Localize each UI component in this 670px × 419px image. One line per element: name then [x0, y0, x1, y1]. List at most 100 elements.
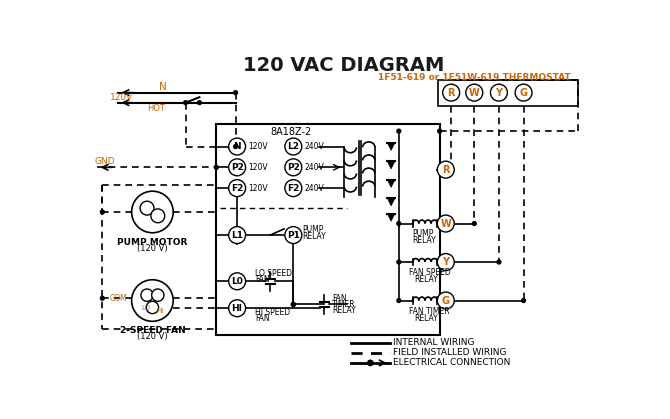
- Text: HI SPEED: HI SPEED: [255, 308, 290, 317]
- Text: G: G: [519, 88, 527, 98]
- Circle shape: [131, 191, 174, 233]
- Text: 2-SPEED FAN: 2-SPEED FAN: [119, 326, 186, 335]
- Text: L2: L2: [287, 142, 299, 151]
- Text: 8A18Z-2: 8A18Z-2: [270, 127, 312, 137]
- Polygon shape: [387, 143, 395, 150]
- Text: PUMP: PUMP: [413, 229, 434, 238]
- Circle shape: [497, 260, 501, 264]
- Text: TIMER: TIMER: [332, 300, 356, 309]
- Text: P2: P2: [287, 163, 299, 172]
- Circle shape: [397, 129, 401, 133]
- Text: RELAY: RELAY: [414, 314, 438, 323]
- Text: 240V: 240V: [304, 184, 324, 193]
- Circle shape: [397, 260, 401, 264]
- Text: FAN: FAN: [255, 275, 269, 284]
- Circle shape: [234, 91, 237, 95]
- Text: COM: COM: [110, 295, 128, 303]
- Text: F2: F2: [287, 184, 299, 193]
- Circle shape: [100, 210, 105, 214]
- Text: N: N: [233, 142, 241, 151]
- Text: GND: GND: [94, 157, 115, 166]
- Bar: [216, 124, 440, 335]
- Circle shape: [140, 201, 154, 215]
- Text: R: R: [442, 165, 450, 175]
- Circle shape: [228, 227, 246, 243]
- Text: 120V: 120V: [248, 142, 267, 151]
- Circle shape: [285, 159, 302, 176]
- Text: 1F51-619 or 1F51W-619 THERMOSTAT: 1F51-619 or 1F51W-619 THERMOSTAT: [378, 73, 571, 83]
- Text: RELAY: RELAY: [414, 275, 438, 284]
- Text: HI: HI: [232, 304, 243, 313]
- Text: L1: L1: [231, 230, 243, 240]
- Bar: [438, 80, 578, 106]
- Circle shape: [131, 280, 174, 321]
- Circle shape: [198, 101, 201, 105]
- Text: ELECTRICAL CONNECTION: ELECTRICAL CONNECTION: [393, 358, 511, 367]
- Circle shape: [291, 303, 295, 306]
- Text: RELAY: RELAY: [413, 236, 436, 245]
- Circle shape: [515, 84, 532, 101]
- Circle shape: [397, 222, 401, 225]
- Polygon shape: [387, 198, 395, 206]
- Text: L0: L0: [231, 277, 243, 286]
- Circle shape: [100, 296, 105, 300]
- Text: P2: P2: [230, 163, 244, 172]
- Text: HI: HI: [157, 308, 163, 314]
- Text: FAN: FAN: [255, 314, 269, 323]
- Circle shape: [214, 166, 218, 169]
- Text: 120V: 120V: [110, 93, 133, 102]
- Text: (120 V): (120 V): [137, 244, 168, 253]
- Circle shape: [472, 222, 476, 225]
- Circle shape: [146, 301, 159, 313]
- Text: FAN: FAN: [332, 294, 346, 303]
- Text: Y: Y: [442, 257, 450, 267]
- Circle shape: [397, 299, 401, 303]
- Circle shape: [438, 161, 454, 178]
- Circle shape: [141, 289, 153, 301]
- Circle shape: [228, 159, 246, 176]
- Circle shape: [228, 300, 246, 317]
- Text: W: W: [440, 219, 451, 228]
- Text: Y: Y: [495, 88, 502, 98]
- Circle shape: [234, 145, 237, 148]
- Text: 120V: 120V: [248, 163, 267, 172]
- Circle shape: [438, 292, 454, 309]
- Text: R: R: [448, 88, 455, 98]
- Circle shape: [228, 273, 246, 290]
- Text: RELAY: RELAY: [303, 232, 326, 241]
- Text: 120V: 120V: [248, 184, 267, 193]
- Text: F2: F2: [231, 184, 243, 193]
- Polygon shape: [387, 161, 395, 169]
- Circle shape: [228, 138, 246, 155]
- Circle shape: [438, 129, 442, 133]
- Circle shape: [490, 84, 507, 101]
- Text: PUMP: PUMP: [303, 225, 324, 234]
- Circle shape: [291, 303, 295, 306]
- Circle shape: [285, 180, 302, 197]
- Text: FAN SPEED: FAN SPEED: [409, 268, 450, 277]
- Polygon shape: [387, 180, 395, 187]
- Text: (120 V): (120 V): [137, 332, 168, 341]
- Text: FAN TIMER: FAN TIMER: [409, 307, 450, 316]
- Text: P1: P1: [287, 230, 299, 240]
- Text: FIELD INSTALLED WIRING: FIELD INSTALLED WIRING: [393, 348, 507, 357]
- Circle shape: [438, 215, 454, 232]
- Text: 240V: 240V: [304, 142, 324, 151]
- Circle shape: [285, 227, 302, 243]
- Circle shape: [285, 138, 302, 155]
- Text: INTERNAL WIRING: INTERNAL WIRING: [393, 339, 475, 347]
- Circle shape: [438, 253, 454, 271]
- Text: PUMP MOTOR: PUMP MOTOR: [117, 238, 188, 247]
- Circle shape: [151, 289, 164, 301]
- Text: N: N: [159, 82, 166, 92]
- Circle shape: [184, 101, 188, 105]
- Text: LO: LO: [142, 305, 151, 311]
- Circle shape: [228, 180, 246, 197]
- Circle shape: [151, 209, 165, 223]
- Text: RELAY: RELAY: [332, 306, 356, 315]
- Circle shape: [466, 84, 483, 101]
- Text: W: W: [469, 88, 480, 98]
- Text: 120 VAC DIAGRAM: 120 VAC DIAGRAM: [243, 57, 444, 75]
- Text: G: G: [442, 295, 450, 305]
- Text: LO SPEED: LO SPEED: [255, 269, 292, 278]
